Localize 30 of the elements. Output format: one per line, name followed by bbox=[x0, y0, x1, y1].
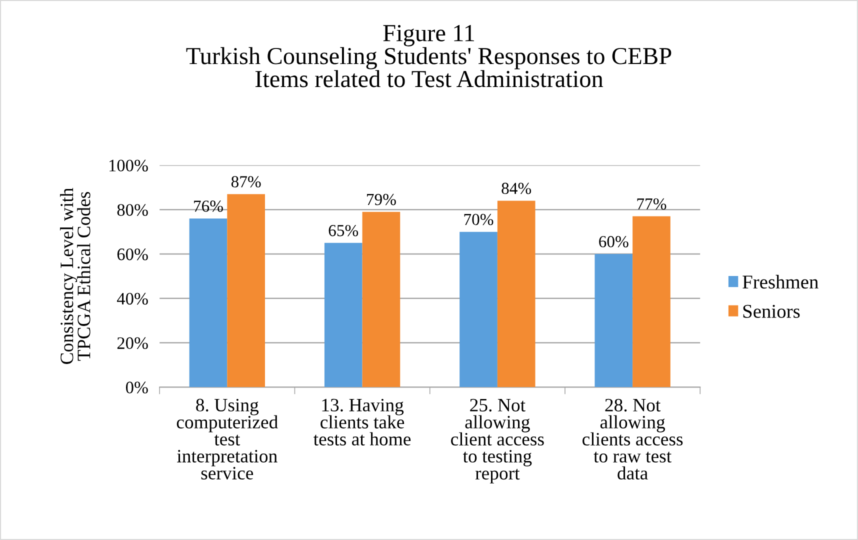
data-label: 79% bbox=[367, 194, 396, 206]
y-tick-label: 80% bbox=[117, 204, 148, 216]
bar bbox=[497, 200, 536, 388]
bar bbox=[324, 242, 362, 388]
bar bbox=[227, 194, 265, 388]
chart-title: Figure 11 Turkish Counseling Students' Responses to CEBP Items related to Test Administration bbox=[186, 25, 672, 88]
bar bbox=[189, 218, 228, 388]
data-label: 70% bbox=[464, 214, 494, 226]
data-label: 77% bbox=[637, 198, 666, 210]
x-tick-label: 8. Using computerized test interpretation service bbox=[176, 398, 278, 480]
y-tick-label: 20% bbox=[117, 337, 148, 350]
bar bbox=[460, 232, 498, 388]
y-axis-title: Consistency Level with TPCGA Ethical Codes bbox=[60, 188, 90, 364]
bar bbox=[594, 254, 633, 388]
bar bbox=[632, 216, 670, 388]
x-tick-label: 28. Not allowing clients access to raw test data bbox=[582, 398, 683, 480]
y-tick-label: 100% bbox=[110, 160, 148, 172]
x-tick-label: 25. Not allowing client access to testing report bbox=[451, 398, 544, 484]
legend-label: Freshmen bbox=[742, 274, 818, 289]
bar bbox=[362, 212, 400, 388]
data-label: 87% bbox=[231, 176, 261, 188]
data-label: 60% bbox=[599, 236, 628, 248]
legend-label: Seniors bbox=[743, 304, 800, 318]
y-tick-label: 40% bbox=[116, 292, 148, 305]
y-tick-label: 60% bbox=[117, 248, 148, 260]
data-label: 84% bbox=[502, 182, 532, 194]
y-tick-label: 0% bbox=[126, 382, 148, 394]
data-label: 76% bbox=[194, 200, 223, 212]
x-tick-label: 13. Having clients take tests at home bbox=[314, 398, 411, 446]
data-label: 65% bbox=[328, 224, 358, 236]
